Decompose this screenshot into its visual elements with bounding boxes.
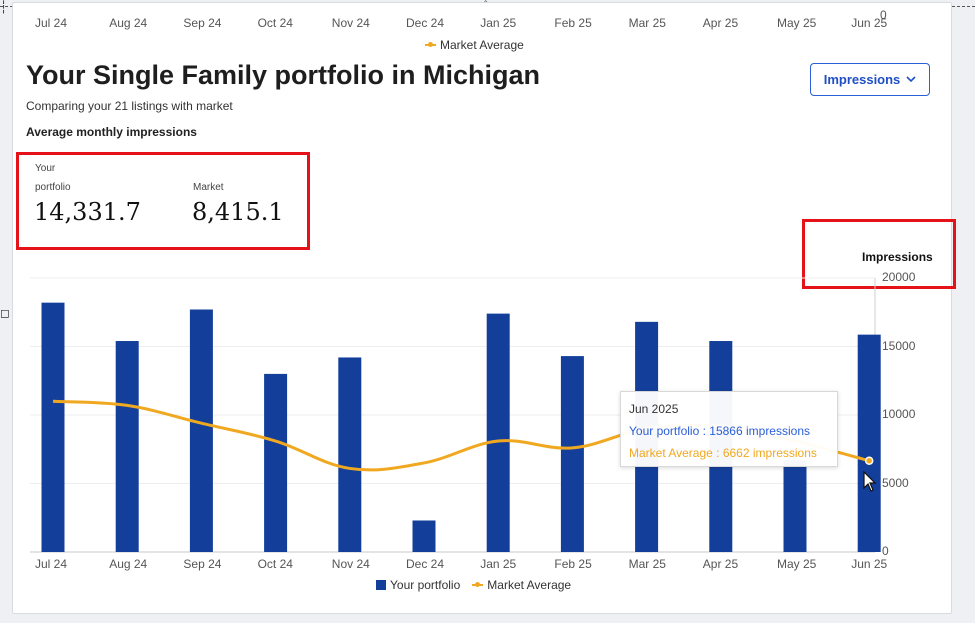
tooltip-month: Jun 2025 — [629, 402, 679, 416]
x-tick-label: Mar 25 — [628, 557, 666, 571]
portfolio-bar[interactable] — [41, 302, 65, 552]
chart-tooltip: Jun 2025 Your portfolio : 15866 impressi… — [620, 391, 838, 467]
x-tick-label: Aug 24 — [109, 557, 148, 571]
portfolio-label-line2: portfolio — [35, 182, 71, 193]
metric-dropdown-label: Impressions — [823, 72, 901, 87]
top-axis-month-label: Jan 25 — [480, 16, 517, 30]
top-axis-month-label: May 25 — [777, 16, 817, 30]
portfolio-bar[interactable] — [115, 341, 139, 552]
chart-legend[interactable]: Your portfolio Market Average — [376, 578, 571, 592]
x-tick-label: Apr 25 — [702, 557, 739, 571]
top-axis-month-label: Jul 24 — [35, 16, 68, 30]
top-legend-label: Market Average — [440, 38, 524, 52]
top-axis-month-label: Oct 24 — [257, 16, 293, 30]
metric-title: Average monthly impressions — [26, 125, 197, 139]
page-title: Your Single Family portfolio in Michigan — [26, 60, 541, 90]
y-tick-label: 0 — [882, 544, 889, 558]
y-tick-label: 5000 — [882, 475, 909, 490]
market-line-swatch — [472, 582, 484, 587]
top-axis-month-label: Aug 24 — [109, 16, 148, 30]
top-axis-month-label: Nov 24 — [331, 16, 370, 30]
top-legend[interactable]: Market Average — [425, 38, 524, 52]
legend-portfolio-label: Your portfolio — [390, 578, 461, 592]
portfolio-bar[interactable] — [560, 356, 584, 552]
page-subtitle: Comparing your 21 listings with market — [26, 99, 233, 113]
portfolio-value: 14,331.7 — [34, 198, 141, 226]
market-line-swatch — [425, 42, 436, 47]
x-tick-label: Jun 25 — [851, 557, 888, 571]
y-tick-label: 15000 — [882, 338, 916, 353]
top-axis-month-label: Feb 25 — [554, 16, 592, 30]
y-tick-label: 10000 — [882, 407, 916, 421]
portfolio-bar[interactable] — [412, 520, 436, 552]
market-label: Market — [193, 182, 224, 193]
tooltip-market: Market Average : 6662 impressions — [629, 446, 817, 460]
mouse-pointer-icon — [863, 471, 877, 492]
y-axis-title: Impressions — [862, 250, 933, 264]
portfolio-bar[interactable] — [783, 460, 807, 552]
stats-highlight-box — [16, 152, 310, 250]
x-tick-label: Jan 25 — [480, 557, 517, 571]
market-value: 8,415.1 — [192, 198, 284, 226]
top-axis-zero: 0 — [880, 8, 887, 22]
portfolio-bar[interactable] — [857, 334, 881, 552]
top-axis-month-label: Sep 24 — [183, 16, 222, 30]
x-tick-label: Dec 24 — [406, 557, 445, 571]
axis-title-highlight-box — [802, 219, 956, 289]
y-tick-label: 20000 — [882, 270, 916, 284]
chevron-down-icon — [906, 76, 916, 83]
portfolio-label-line1: Your — [35, 163, 56, 174]
portfolio-bar[interactable] — [264, 373, 288, 552]
portfolio-bar[interactable] — [486, 313, 510, 552]
market-average-point[interactable] — [864, 456, 874, 465]
x-tick-label: Feb 25 — [554, 557, 592, 571]
x-tick-label: Oct 24 — [257, 557, 293, 571]
x-tick-label: Jul 24 — [35, 557, 68, 571]
x-tick-label: Sep 24 — [183, 557, 222, 571]
top-axis-month-label: Mar 25 — [628, 16, 666, 30]
portfolio-bar[interactable] — [338, 357, 362, 552]
portfolio-bar[interactable] — [189, 309, 213, 552]
top-axis-month-label: Dec 24 — [406, 16, 445, 30]
legend-market-label: Market Average — [487, 578, 572, 592]
edge-marker-icon: ◻ — [0, 306, 10, 320]
tooltip-portfolio: Your portfolio : 15866 impressions — [629, 424, 810, 438]
top-axis-month-label: Apr 25 — [702, 16, 739, 30]
edge-marker-icon: ┆ — [0, 0, 8, 14]
metric-dropdown[interactable]: Impressions — [810, 63, 930, 96]
top-axis-month-label: Jun 25 — [851, 16, 888, 30]
x-tick-label: May 25 — [777, 557, 817, 571]
x-tick-label: Nov 24 — [331, 557, 370, 571]
portfolio-swatch — [376, 580, 386, 590]
